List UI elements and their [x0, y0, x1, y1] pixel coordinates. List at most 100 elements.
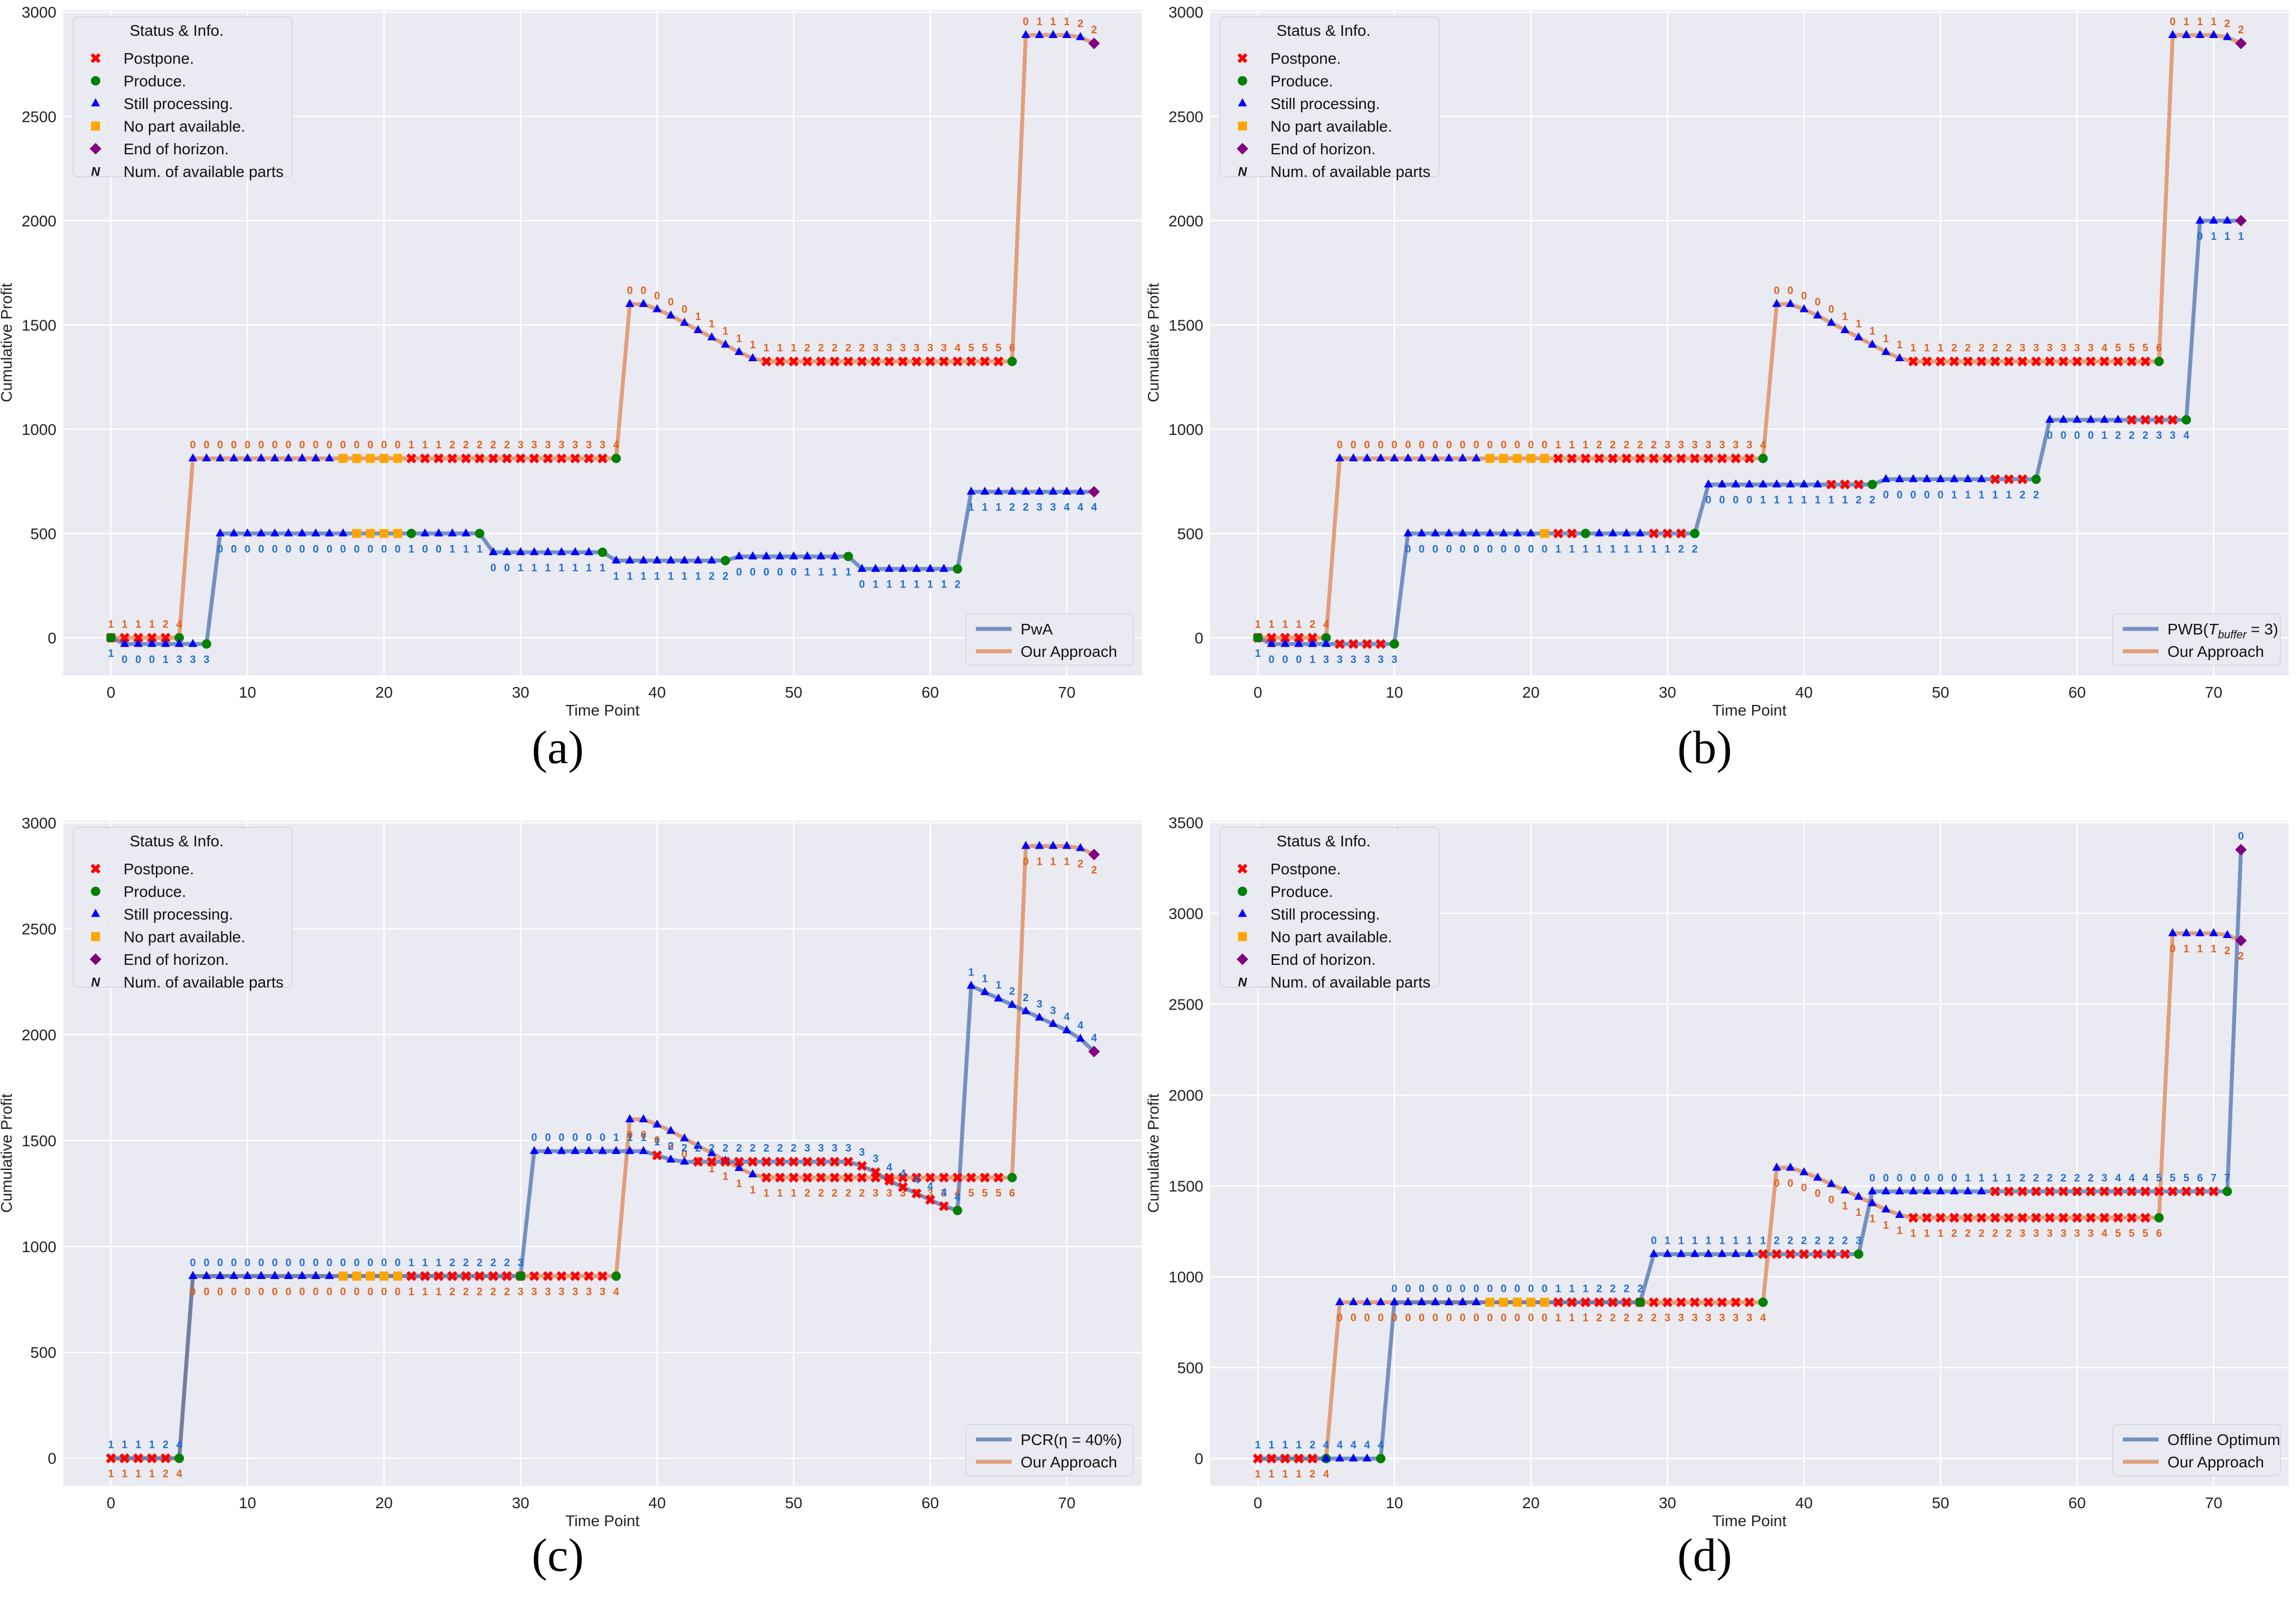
- available-parts-label: 2: [859, 343, 865, 354]
- postpone-marker-stroke: [570, 453, 581, 463]
- postpone-marker: [652, 1150, 662, 1160]
- x-tick-label: 60: [2069, 1494, 2086, 1512]
- postpone-marker-stroke: [2072, 1186, 2082, 1197]
- available-parts-label: 1: [545, 562, 551, 574]
- x-tick-label: 60: [922, 1494, 939, 1512]
- available-parts-label: 1: [135, 1469, 141, 1480]
- processing-marker: [1007, 1000, 1017, 1008]
- x-tick-label: 30: [1659, 1494, 1676, 1512]
- available-parts-label: 0: [1924, 1172, 1930, 1184]
- no-part-marker: [366, 529, 375, 538]
- postpone-marker-stroke: [1785, 1249, 1796, 1259]
- available-parts-label: 0: [272, 1257, 278, 1269]
- processing-marker: [297, 453, 307, 462]
- legend-status-label: Still processing.: [124, 95, 233, 112]
- available-parts-label: 0: [1296, 654, 1302, 666]
- postpone-marker: [1621, 453, 1632, 463]
- postpone-marker: [1690, 1297, 1700, 1308]
- legend-status-label: Num. of available parts: [124, 163, 283, 181]
- x-tick-label: 50: [785, 684, 802, 701]
- available-parts-label: 3: [927, 343, 933, 354]
- postpone-marker-stroke: [1649, 1297, 1659, 1308]
- available-parts-label: 3: [872, 343, 879, 354]
- produce-marker: [611, 1271, 621, 1281]
- processing-marker: [707, 555, 717, 564]
- available-parts-label: 1: [1924, 343, 1930, 354]
- available-parts-label: 2: [2033, 489, 2039, 501]
- available-parts-label: 0: [1541, 1283, 1548, 1295]
- postpone-marker-stroke: [1635, 453, 1645, 463]
- available-parts-label: 2: [723, 1143, 729, 1154]
- available-parts-label: 0: [490, 562, 496, 574]
- processing-marker: [680, 555, 689, 564]
- available-parts-label: 2: [1610, 1283, 1616, 1295]
- postpone-marker-stroke: [133, 1453, 144, 1463]
- no-part-marker: [1512, 1297, 1522, 1307]
- x-tick-label: 30: [1659, 684, 1676, 701]
- available-parts-label: 0: [1473, 543, 1479, 555]
- available-parts-label: 1: [613, 571, 619, 582]
- available-parts-label: 1: [2006, 489, 2012, 501]
- postpone-marker: [2099, 1186, 2110, 1197]
- postpone-marker-stroke: [475, 453, 485, 463]
- available-parts-label: 0: [1487, 1313, 1493, 1324]
- processing-marker: [2195, 928, 2205, 936]
- available-parts-label: 0: [627, 1129, 633, 1141]
- y-tick-label: 2500: [1169, 108, 1203, 125]
- available-parts-label: 1: [1583, 1283, 1589, 1295]
- available-parts-label: 0: [2088, 430, 2094, 442]
- available-parts-label: 1: [149, 1469, 155, 1480]
- postpone-marker: [1676, 528, 1686, 539]
- available-parts-label: 3: [586, 439, 592, 451]
- available-parts-label: 1: [1992, 1172, 1998, 1184]
- postpone-marker: [1375, 639, 1386, 649]
- processing-marker: [1403, 453, 1413, 462]
- processing-marker: [1649, 1249, 1658, 1257]
- no-part-marker: [1499, 1297, 1508, 1307]
- processing-marker: [1021, 1006, 1031, 1015]
- postpone-marker-stroke: [802, 1172, 813, 1183]
- available-parts-label: 1: [1870, 1213, 1876, 1225]
- postpone-marker-stroke: [2017, 474, 2028, 485]
- processing-marker: [2223, 32, 2232, 40]
- available-parts-label: 3: [1733, 439, 1739, 451]
- y-tick-label: 3000: [1169, 4, 1203, 21]
- postpone-marker: [2140, 1186, 2151, 1197]
- postpone-marker-stroke: [1567, 453, 1577, 463]
- postpone-marker-stroke: [1908, 356, 1919, 367]
- postpone-marker: [1607, 1297, 1618, 1308]
- postpone-marker-stroke: [1826, 1249, 1837, 1259]
- postpone-marker: [1607, 453, 1618, 463]
- available-parts-label: 0: [763, 566, 770, 578]
- no-part-marker: [1540, 454, 1549, 463]
- postpone-marker: [857, 1172, 867, 1183]
- legend-processing-marker: [1238, 98, 1247, 107]
- processing-marker: [202, 453, 211, 462]
- legend-n-marker: N: [91, 975, 101, 989]
- postpone-marker-stroke: [938, 356, 949, 367]
- available-parts-label: 3: [900, 1188, 906, 1200]
- postpone-marker: [952, 356, 963, 367]
- processing-marker: [1376, 1297, 1386, 1305]
- available-parts-label: 1: [1678, 1235, 1685, 1247]
- processing-marker: [1799, 1167, 1809, 1176]
- available-parts-label: 2: [490, 439, 496, 451]
- processing-marker: [1499, 528, 1508, 537]
- available-parts-label: 0: [545, 1132, 551, 1144]
- postpone-marker-stroke: [447, 453, 458, 463]
- available-parts-label: 2: [763, 1143, 770, 1154]
- processing-marker: [2195, 30, 2205, 38]
- postpone-marker: [925, 1195, 936, 1205]
- processing-marker: [857, 563, 867, 572]
- postpone-marker-stroke: [2004, 1212, 2014, 1223]
- panel-caption: (a): [532, 722, 584, 774]
- available-parts-label: 3: [1323, 654, 1329, 666]
- available-parts-label: 1: [422, 1286, 428, 1298]
- status-legend-title: Status & Info.: [1277, 832, 1370, 850]
- postpone-marker-stroke: [2017, 1212, 2028, 1223]
- available-parts-label: 3: [2033, 1228, 2039, 1239]
- processing-marker: [284, 528, 293, 537]
- postpone-marker: [2017, 474, 2028, 485]
- available-parts-label: 3: [190, 654, 196, 666]
- produce-marker: [2222, 1186, 2232, 1196]
